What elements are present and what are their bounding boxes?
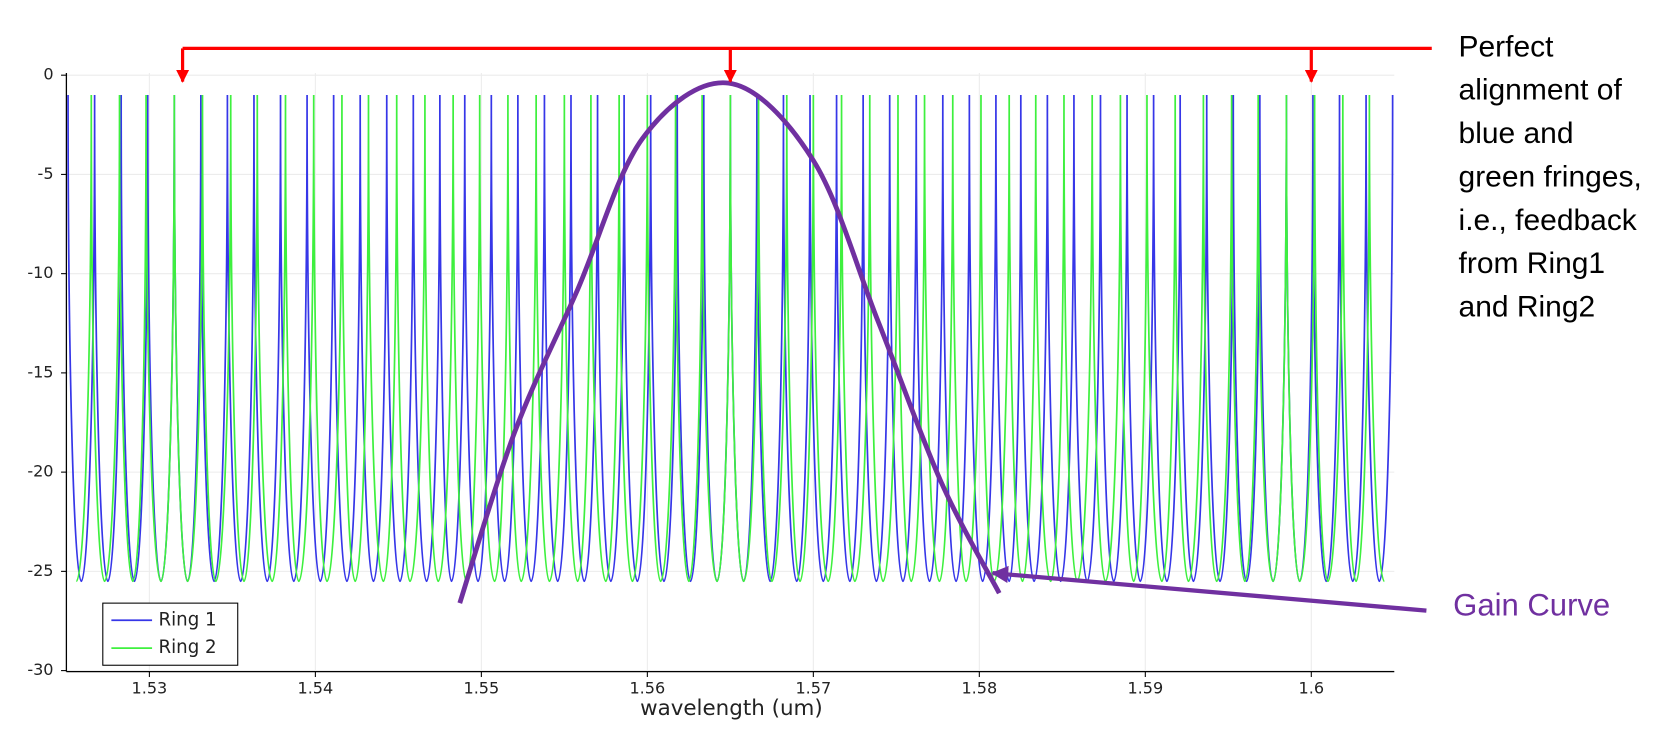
y-tick-label: -25 [27,561,53,580]
plot-lines [67,95,1394,583]
annotations: Gain Curve Perfect alignment of blue and gr… [176,30,1642,623]
x-axis-label: wavelength (um) [640,696,823,721]
legend-label: Ring 1 [158,609,216,630]
alignment-note: from Ring1 [1459,247,1606,280]
legend-box [102,602,239,666]
y-tick-label: -5 [38,164,54,183]
alignment-note: Perfect [1459,30,1555,63]
y-tick-label: -15 [27,362,53,381]
alignment-note: blue and [1459,117,1574,150]
alignment-note: alignment of [1459,74,1623,107]
legend: Ring 1 Ring 2 [102,602,239,666]
alignment-note: i.e., feedback [1459,204,1638,237]
axes [65,73,1395,673]
x-tick-label: 1.54 [298,678,334,697]
gain-arrow [990,565,1427,613]
ticks: 0 -5 -10 -15 -20 -25 -30 1.53 1.54 1.55 1.56 1.57 1.… [27,65,1324,698]
y-tick-label: 0 [43,65,53,84]
y-tick-label: -30 [27,660,53,679]
gain-label: Gain Curve [1453,588,1610,623]
gain-curve [457,80,1002,604]
x-tick-label: 1.6 [1299,678,1325,697]
x-tick-label: 1.55 [463,678,499,697]
x-tick-label: 1.58 [961,678,997,697]
y-tick-label: -10 [27,263,53,282]
series-line [75,95,1386,583]
alignment-note: green fringes, [1459,160,1642,193]
x-tick-label: 1.59 [1127,678,1163,697]
y-tick-label: -20 [27,462,53,481]
x-tick-label: 1.56 [629,678,665,697]
legend-label: Ring 2 [158,637,216,658]
alignment-note: and Ring2 [1459,291,1596,324]
x-tick-label: 1.57 [795,678,831,697]
x-tick-label: 1.53 [132,678,168,697]
